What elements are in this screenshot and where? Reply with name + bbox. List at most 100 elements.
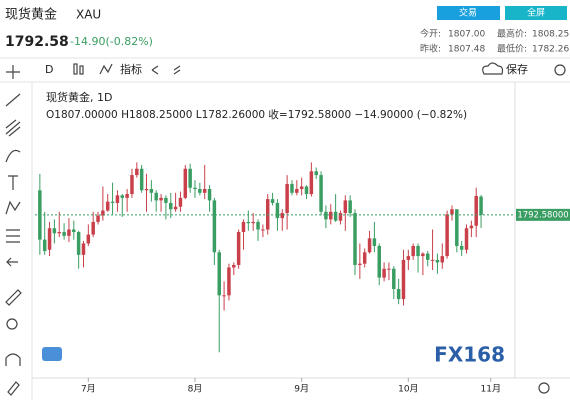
candle-body bbox=[440, 256, 445, 263]
candle-body bbox=[86, 234, 91, 244]
ohlc-legend: O1807.00000 H1808.25000 L1782.26000 收=17… bbox=[46, 108, 467, 121]
candle-body bbox=[232, 264, 236, 268]
candle-body bbox=[295, 189, 299, 193]
candle-body bbox=[67, 229, 71, 236]
axis-settings[interactable] bbox=[538, 382, 550, 394]
candle-body bbox=[367, 238, 372, 253]
save-button[interactable]: 保存 bbox=[506, 62, 528, 76]
candle-body bbox=[173, 206, 178, 210]
candle-body bbox=[479, 196, 483, 215]
candle-body bbox=[164, 197, 168, 203]
candle-body bbox=[299, 186, 304, 190]
candle-body bbox=[329, 211, 333, 220]
stat-label: 最低价: bbox=[497, 43, 527, 55]
candle-body bbox=[353, 213, 357, 265]
candle-body bbox=[169, 202, 173, 210]
candle-body bbox=[139, 168, 144, 191]
candle-body bbox=[416, 245, 420, 257]
candle-body bbox=[202, 189, 207, 193]
candle-body bbox=[382, 268, 386, 278]
candle-body bbox=[406, 256, 411, 260]
candle-body bbox=[358, 263, 362, 265]
candle-body bbox=[154, 192, 158, 201]
candle-body bbox=[256, 221, 260, 230]
undo-redo[interactable] bbox=[151, 65, 181, 75]
x-tick-label: 10月 bbox=[398, 384, 418, 395]
candle-body bbox=[280, 213, 285, 219]
candle-body bbox=[207, 189, 212, 201]
candle-body bbox=[227, 267, 231, 296]
candle-body bbox=[81, 243, 86, 255]
candle-body bbox=[96, 215, 100, 222]
candle-body bbox=[319, 175, 323, 212]
stat-value: 1807.00 bbox=[448, 30, 485, 40]
candle-body bbox=[222, 295, 226, 297]
x-tick-label: 8月 bbox=[188, 384, 203, 395]
candle-body bbox=[236, 232, 241, 265]
candle-body bbox=[309, 171, 314, 195]
candle-body bbox=[105, 201, 110, 211]
indicators-button[interactable]: 指标 bbox=[120, 62, 142, 76]
candle-body bbox=[76, 232, 81, 255]
chart-mini-icon[interactable] bbox=[42, 347, 62, 361]
stat-label: 昨收: bbox=[420, 43, 441, 55]
candle-body bbox=[91, 221, 95, 235]
fullscreen-button-label[interactable]: 全屏 bbox=[527, 7, 545, 19]
candle-body bbox=[57, 232, 61, 234]
candle-body bbox=[450, 209, 454, 215]
candle-body bbox=[455, 209, 459, 246]
last-price: 1792.58 bbox=[5, 34, 69, 50]
candle-body bbox=[178, 197, 183, 207]
candle-body bbox=[459, 245, 464, 250]
x-tick-label: 7月 bbox=[81, 384, 96, 395]
settings-icon[interactable] bbox=[554, 64, 566, 76]
candle-body bbox=[377, 245, 381, 278]
stat-value: 1782.26 bbox=[532, 45, 569, 55]
candle-body bbox=[149, 189, 154, 193]
candle-body bbox=[464, 228, 469, 250]
candle-body bbox=[333, 211, 338, 221]
candle-body bbox=[251, 221, 255, 224]
candle-body bbox=[372, 238, 377, 246]
fullscreen-button[interactable] bbox=[505, 6, 567, 20]
drawing-tools[interactable] bbox=[5, 65, 22, 396]
cloud-icon[interactable] bbox=[482, 62, 504, 75]
candle-body bbox=[246, 221, 251, 224]
candle-body bbox=[396, 288, 401, 300]
candle-body bbox=[324, 211, 328, 220]
candle-body bbox=[241, 221, 246, 233]
last-price-label: 1792.58000 bbox=[517, 210, 568, 220]
candle-body bbox=[430, 259, 435, 261]
candle-body bbox=[110, 201, 115, 203]
stat-value: 1808.25 bbox=[532, 30, 569, 40]
candle-body bbox=[392, 268, 396, 289]
indicator-icon[interactable] bbox=[99, 63, 113, 75]
instrument-name: 现货黄金 bbox=[5, 7, 57, 23]
candle-body bbox=[261, 229, 265, 231]
candle-body bbox=[304, 186, 309, 195]
candle-body bbox=[421, 253, 425, 257]
candle-body bbox=[474, 195, 478, 226]
candle-body bbox=[101, 210, 105, 216]
stat-value: 1807.48 bbox=[448, 45, 485, 55]
candle-body bbox=[265, 199, 270, 230]
trade-button-label[interactable]: 交易 bbox=[459, 7, 477, 19]
candle-body bbox=[115, 195, 120, 203]
candle-type-icon[interactable] bbox=[73, 63, 84, 75]
candle-body bbox=[411, 245, 415, 257]
last-price-badge bbox=[516, 208, 570, 221]
candle-body bbox=[183, 168, 188, 198]
chart-title: 现货黄金, 1D bbox=[46, 90, 112, 104]
candle-body bbox=[72, 229, 76, 233]
x-tick-label: 11月 bbox=[481, 384, 501, 395]
candle-body bbox=[290, 183, 294, 193]
candle-body bbox=[275, 202, 280, 219]
candle-body bbox=[120, 195, 125, 198]
candle-body bbox=[425, 253, 430, 260]
candle-body bbox=[125, 194, 129, 198]
trade-button[interactable] bbox=[437, 6, 500, 20]
watermark: FX168 bbox=[434, 343, 505, 367]
candle-body bbox=[270, 199, 275, 203]
interval-button[interactable]: D bbox=[45, 63, 53, 76]
candle-body bbox=[387, 268, 391, 270]
